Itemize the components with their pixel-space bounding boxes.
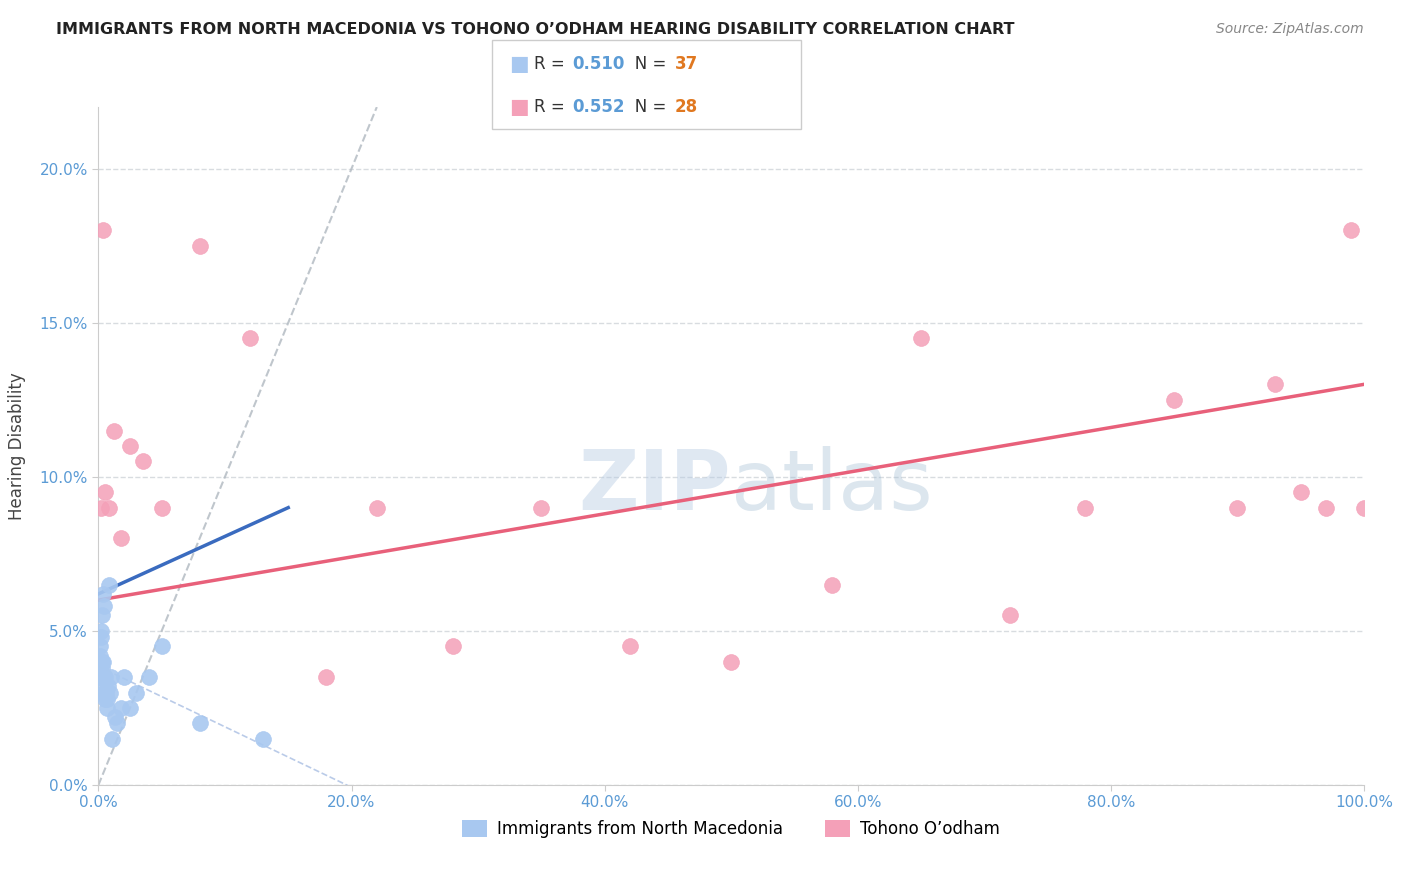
Point [120, 439, 141, 453]
Text: 0.510: 0.510 [572, 55, 624, 73]
Point [97, 679, 120, 693]
Point [188, 716, 211, 731]
Point [97, 500, 120, 515]
Text: 28: 28 [675, 98, 697, 116]
Text: N =: N = [619, 55, 671, 73]
Point [98, 685, 121, 699]
Point [89, 640, 111, 654]
Y-axis label: Hearing Disability: Hearing Disability [8, 372, 25, 520]
Point [315, 670, 337, 684]
Point [110, 532, 132, 546]
Point [89, 648, 111, 663]
Point [97, 577, 120, 591]
Point [93, 587, 115, 601]
Point [107, 716, 129, 731]
Point [910, 331, 932, 345]
Point [239, 331, 262, 345]
Point [90, 624, 112, 638]
Text: N =: N = [619, 98, 671, 116]
Point [101, 731, 124, 746]
Point [441, 640, 464, 654]
Point [87, 670, 110, 684]
Point [94, 685, 117, 699]
Point [91, 655, 114, 669]
Point [1226, 500, 1249, 515]
Point [93, 685, 115, 699]
Point [252, 731, 274, 746]
Point [94, 670, 117, 684]
Point [1289, 485, 1312, 500]
Point [188, 238, 211, 252]
Text: ■: ■ [509, 97, 529, 117]
Point [91, 661, 114, 675]
Point [720, 655, 742, 669]
Point [125, 685, 148, 699]
Text: 0.552: 0.552 [572, 98, 624, 116]
Point [1315, 500, 1337, 515]
Point [91, 670, 114, 684]
Point [96, 701, 118, 715]
Point [150, 640, 173, 654]
Legend: Immigrants from North Macedonia, Tohono O’odham: Immigrants from North Macedonia, Tohono … [456, 813, 1007, 845]
Point [132, 454, 155, 468]
Point [90, 608, 112, 623]
Point [90, 500, 112, 515]
Point [91, 655, 114, 669]
Point [112, 670, 135, 684]
Text: atlas: atlas [731, 446, 932, 527]
Point [1264, 377, 1286, 392]
Point [120, 701, 141, 715]
Point [89, 655, 111, 669]
Point [1163, 392, 1185, 407]
Point [1353, 500, 1375, 515]
Text: R =: R = [534, 98, 571, 116]
Point [110, 701, 132, 715]
Text: ■: ■ [509, 54, 529, 74]
Point [138, 670, 160, 684]
Point [93, 691, 117, 706]
Point [100, 670, 122, 684]
Point [1074, 500, 1097, 515]
Point [104, 710, 127, 724]
Text: R =: R = [534, 55, 571, 73]
Point [1340, 223, 1362, 237]
Point [366, 500, 388, 515]
Point [821, 577, 844, 591]
Point [998, 608, 1021, 623]
Point [96, 691, 118, 706]
Point [619, 640, 641, 654]
Text: IMMIGRANTS FROM NORTH MACEDONIA VS TOHONO O’ODHAM HEARING DISABILITY CORRELATION: IMMIGRANTS FROM NORTH MACEDONIA VS TOHON… [56, 22, 1015, 37]
Text: Source: ZipAtlas.com: Source: ZipAtlas.com [1216, 22, 1364, 37]
Point [93, 679, 115, 693]
Point [150, 500, 173, 515]
Text: ZIP: ZIP [579, 446, 731, 527]
Point [90, 630, 112, 644]
Point [530, 500, 553, 515]
Point [93, 485, 117, 500]
Point [90, 670, 112, 684]
Text: 37: 37 [675, 55, 699, 73]
Point [91, 223, 114, 237]
Point [89, 661, 111, 675]
Point [103, 424, 125, 438]
Point [93, 599, 115, 614]
